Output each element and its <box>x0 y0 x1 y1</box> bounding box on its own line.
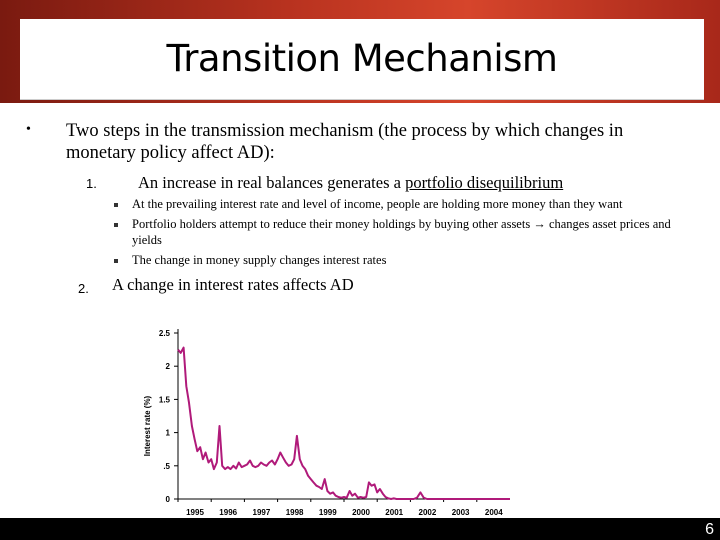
y-tick-label: 1 <box>166 429 171 438</box>
x-tick-label: 1998 <box>286 508 304 517</box>
x-tick-label: 1995 <box>186 508 204 517</box>
x-tick-label: 2001 <box>385 508 403 517</box>
main-point-text: Two steps in the transmission mechanism … <box>66 121 624 163</box>
x-tick-label: 2004 <box>485 508 503 517</box>
sub-point-3: The change in money supply changes inter… <box>132 253 387 267</box>
sub-bullet-2 <box>114 223 118 227</box>
y-tick-label: .5 <box>163 462 170 471</box>
series-line-0 <box>177 346 510 500</box>
footer-bar: 6 <box>0 518 720 540</box>
main-bullet: • <box>26 122 31 137</box>
slide-title: Transition Mechanism <box>166 37 558 80</box>
step2-text: A change in interest rates affects AD <box>112 275 354 294</box>
content-box: • Two steps in the transmission mechanis… <box>0 103 720 315</box>
interest-rate-chart: 0 .5 1 1.5 2 2.5 1995 1996 1997 1998 1999 2000 2001 2… <box>143 329 510 517</box>
title-box: Transition Mechanism <box>20 19 704 100</box>
x-tick-label: 1996 <box>219 508 237 517</box>
sub-point-1: At the prevailing interest rate and leve… <box>132 197 623 211</box>
x-tick-label: 1997 <box>253 508 271 517</box>
step1-number: 1. <box>86 176 97 191</box>
y-tick-label: 0 <box>166 495 171 504</box>
x-tick-label: 2003 <box>452 508 470 517</box>
sub-point-2: Portfolio holders attempt to reduce thei… <box>132 217 671 247</box>
chart-axes: 0 .5 1 1.5 2 2.5 1995 1996 1997 1998 1999 2000 2001 2… <box>143 329 510 517</box>
step1-underlined: portfolio disequilibrium <box>405 173 564 192</box>
x-tick-label: 2000 <box>352 508 370 517</box>
slide-number: 6 <box>705 521 714 538</box>
step1-prefix: An increase in real balances generates a <box>138 173 406 192</box>
chart-marks <box>177 346 510 500</box>
chart-box: 0 .5 1 1.5 2 2.5 1995 1996 1997 1998 1999 2000 2001 2… <box>0 315 720 518</box>
x-tick-label: 1999 <box>319 508 337 517</box>
x-tick-label: 2002 <box>419 508 437 517</box>
step1-text: An increase in real balances generates a… <box>138 173 563 193</box>
y-tick-label: 2.5 <box>159 329 171 338</box>
y-axis-label: Interest rate (%) <box>143 395 152 456</box>
step2-number: 2. <box>78 281 89 296</box>
y-tick-label: 2 <box>166 362 171 371</box>
sub-bullet-1 <box>114 203 118 207</box>
sub-bullet-3 <box>114 259 118 263</box>
y-tick-label: 1.5 <box>159 395 171 404</box>
